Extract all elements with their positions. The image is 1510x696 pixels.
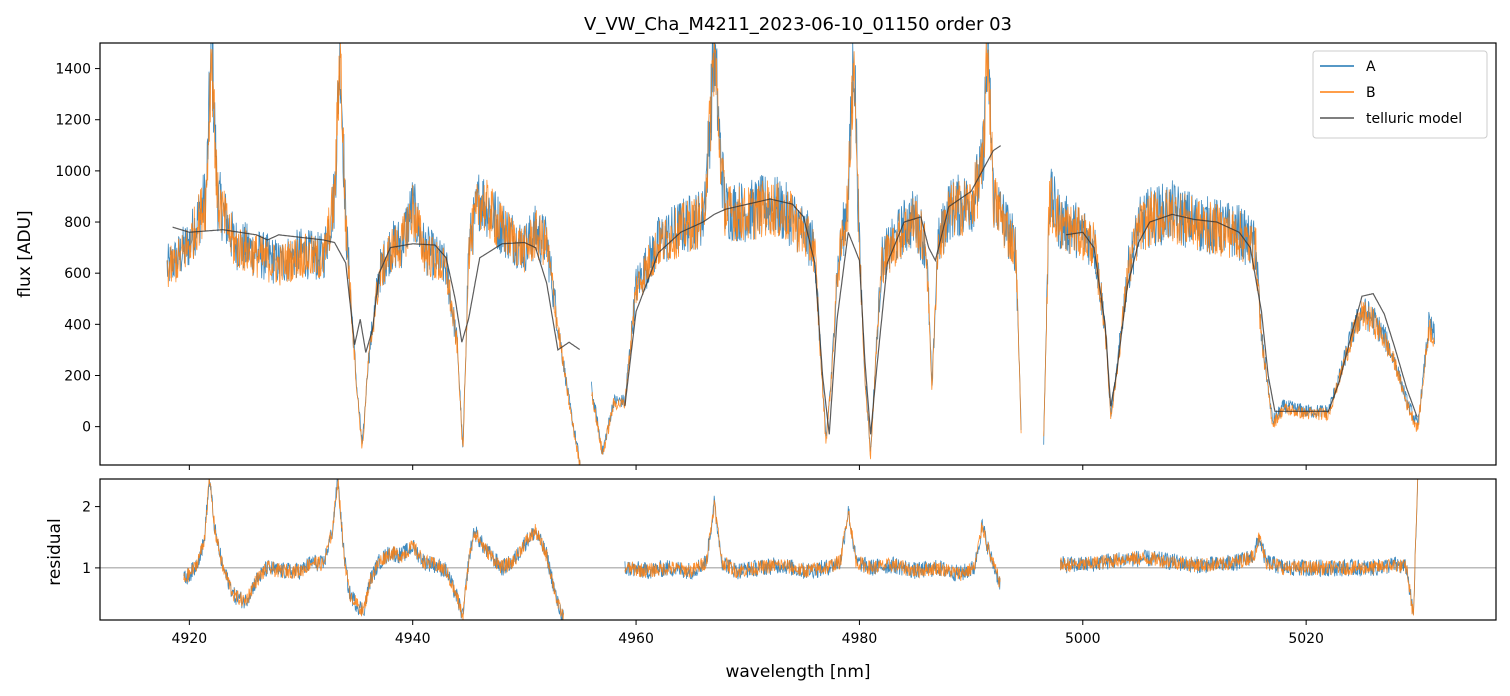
xlabel: wavelength [nm] (725, 662, 870, 682)
legend-label-a: A (1366, 59, 1376, 75)
flux-ytick-label: 400 (64, 317, 91, 333)
flux-ytick-label: 800 (64, 215, 91, 231)
flux-ylabel: flux [ADU] (15, 210, 35, 297)
flux-axes-frame (99, 42, 1497, 466)
flux-ytick-label: 200 (64, 368, 91, 384)
flux-ytick-label: 0 (82, 420, 91, 436)
telluric-model-line (1065, 213, 1418, 418)
residual-xtick-label: 4920 (172, 631, 208, 647)
residual-ylabel: residual (45, 518, 65, 585)
flux-ytick-label: 1000 (55, 164, 91, 180)
telluric-model-line (624, 145, 1001, 435)
series-b-segment (1043, 177, 1435, 437)
chart-title: V_VW_Cha_M4211_2023-06-10_01150 order 03 (584, 14, 1012, 35)
residual-ytick-label: 2 (82, 500, 91, 516)
residual-xtick-label: 4980 (842, 631, 878, 647)
flux-ytick-label: 1200 (55, 113, 91, 129)
residual-xtick-label: 4960 (618, 631, 654, 647)
flux-ytick-label: 600 (64, 266, 91, 282)
residual-ytick-label: 1 (82, 561, 91, 577)
residual-b-segment (624, 500, 1001, 588)
telluric-model-line (172, 226, 581, 353)
legend: A B telluric model (1312, 50, 1488, 139)
legend-label-telluric: telluric model (1366, 111, 1462, 127)
series-b-segment (166, 43, 581, 465)
residual-xtick-label: 4940 (395, 631, 431, 647)
flux-panel: 0 200 400 600 800 1000 1200 1400 flux [ADU] (15, 42, 1497, 470)
flux-plot-area (166, 43, 1435, 465)
residual-axes-frame (99, 478, 1497, 621)
legend-label-b: B (1366, 85, 1376, 101)
residual-xtick-label: 5020 (1288, 631, 1324, 647)
residual-xtick-label: 5000 (1065, 631, 1101, 647)
flux-ticks: 0 200 400 600 800 1000 1200 1400 (55, 62, 1307, 470)
residual-panel: 4920 4940 4960 4980 5000 5020 1 2 residual wave… (45, 478, 1497, 682)
residual-ticks: 4920 4940 4960 4980 5000 5020 1 2 (82, 500, 1324, 647)
residual-plot-area (100, 479, 1496, 620)
residual-b-segment (183, 479, 564, 620)
legend-box (1312, 50, 1488, 139)
residual-a-segment (1060, 479, 1419, 615)
residual-a-segment (624, 495, 1001, 590)
flux-ytick-label: 1400 (55, 62, 91, 78)
residual-b-segment (1060, 479, 1419, 616)
